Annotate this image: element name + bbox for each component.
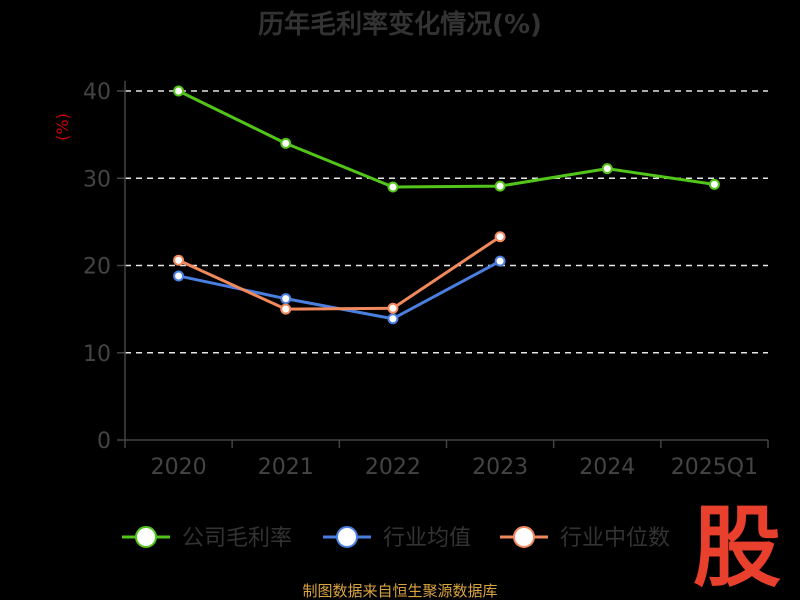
data-point	[494, 231, 506, 243]
axes	[124, 81, 769, 448]
legend: 公司毛利率 行业均值 行业中位数	[122, 526, 670, 551]
data-point	[387, 302, 399, 314]
x-tick-label: 2025Q1	[671, 455, 758, 480]
legend-marker	[513, 526, 535, 548]
x-tick-label: 2022	[365, 455, 421, 480]
legend-label: 公司毛利率	[182, 526, 292, 551]
legend-marker	[135, 526, 157, 548]
data-point	[494, 180, 506, 192]
source-note: 制图数据来自恒生聚源数据库	[302, 582, 497, 600]
x-tick-label: 2021	[258, 455, 314, 480]
data-point	[173, 85, 185, 97]
series-line-2	[177, 235, 501, 311]
data-point	[280, 303, 292, 315]
data-point	[601, 163, 613, 175]
data-point	[173, 254, 185, 266]
y-tick-label: 40	[83, 80, 111, 105]
legend-label: 行业中位数	[560, 526, 670, 551]
y-tick-label: 30	[83, 167, 111, 192]
series-lines	[177, 89, 715, 321]
x-tick-label: 2023	[472, 455, 528, 480]
y-axis-label: (%)	[53, 113, 72, 141]
grid-lines	[117, 90, 768, 441]
chart-title: 历年毛利率变化情况(%)	[258, 9, 542, 40]
x-tick-label: 2020	[151, 455, 207, 480]
series-line-0	[177, 89, 715, 189]
x-tick-labels: 2020 2021 2022 2023 2024 2025Q1	[151, 455, 758, 480]
data-point	[494, 255, 506, 267]
y-tick-labels: 0 10 20 30 40	[83, 80, 111, 454]
y-tick-label: 0	[97, 429, 111, 454]
data-point	[280, 137, 292, 149]
data-point	[173, 270, 185, 282]
legend-label: 行业均值	[383, 526, 471, 551]
y-tick-label: 20	[83, 255, 111, 280]
data-point	[387, 181, 399, 193]
x-tick-label: 2024	[579, 455, 635, 480]
logo-mark: 股	[693, 496, 781, 599]
series-points	[173, 85, 720, 325]
data-point	[387, 313, 399, 325]
data-point	[280, 293, 292, 305]
y-tick-label: 10	[83, 342, 111, 367]
data-point	[708, 178, 720, 190]
legend-marker	[336, 526, 358, 548]
